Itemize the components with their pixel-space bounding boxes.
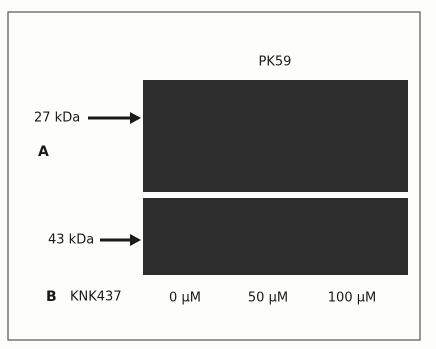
lane-label: 100 μM [328, 291, 376, 306]
marker-label: 27 kDa [34, 111, 80, 126]
blot-a [143, 80, 408, 192]
treatment-label: KNK437 [70, 290, 122, 305]
figure-title: PK59 [259, 55, 292, 70]
panel-letter: B [46, 289, 57, 305]
lane-label: 0 μM [169, 291, 201, 306]
panel-letter: A [38, 144, 49, 160]
blot-b [143, 198, 408, 275]
lane-label: 50 μM [248, 291, 288, 306]
marker-label: 43 kDa [48, 233, 94, 248]
figure: PK59 27 kDa A 43 kDa B KNK437 0 μM 50 μM… [0, 0, 436, 349]
